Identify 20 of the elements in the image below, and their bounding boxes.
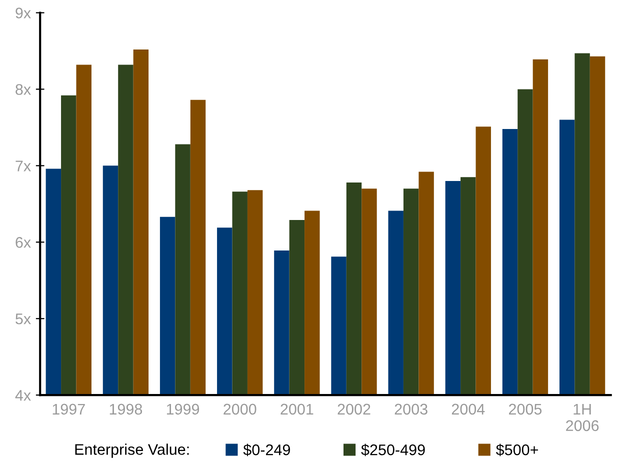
legend-label: $0-249 <box>243 444 290 456</box>
y-tick-label: 4x <box>15 390 31 401</box>
x-tick-label: 2000 <box>224 404 256 415</box>
legend-label: $500+ <box>496 444 538 456</box>
x-tick-label: 1997 <box>52 404 85 415</box>
x-tick-label: 2005 <box>509 404 542 415</box>
x-tick-label: 1H 2006 <box>566 404 599 432</box>
x-tick-label: 1999 <box>166 404 200 415</box>
x-tick-label: 2001 <box>280 404 314 415</box>
y-tick-label: 8x <box>16 84 31 95</box>
y-tick-label: 5x <box>16 314 31 324</box>
y-tick-label: 7x <box>16 160 31 172</box>
y-tick-label: 6x <box>16 237 31 248</box>
x-tick-label: 2004 <box>452 404 485 415</box>
x-tick-label: 1998 <box>110 404 142 415</box>
x-tick-label: 2002 <box>338 404 370 415</box>
y-tick-label: 9x <box>16 8 31 18</box>
x-tick-label: 2003 <box>394 404 428 415</box>
legend-title: Enterprise Value: <box>75 444 189 458</box>
legend-label: $250-499 <box>361 444 425 456</box>
